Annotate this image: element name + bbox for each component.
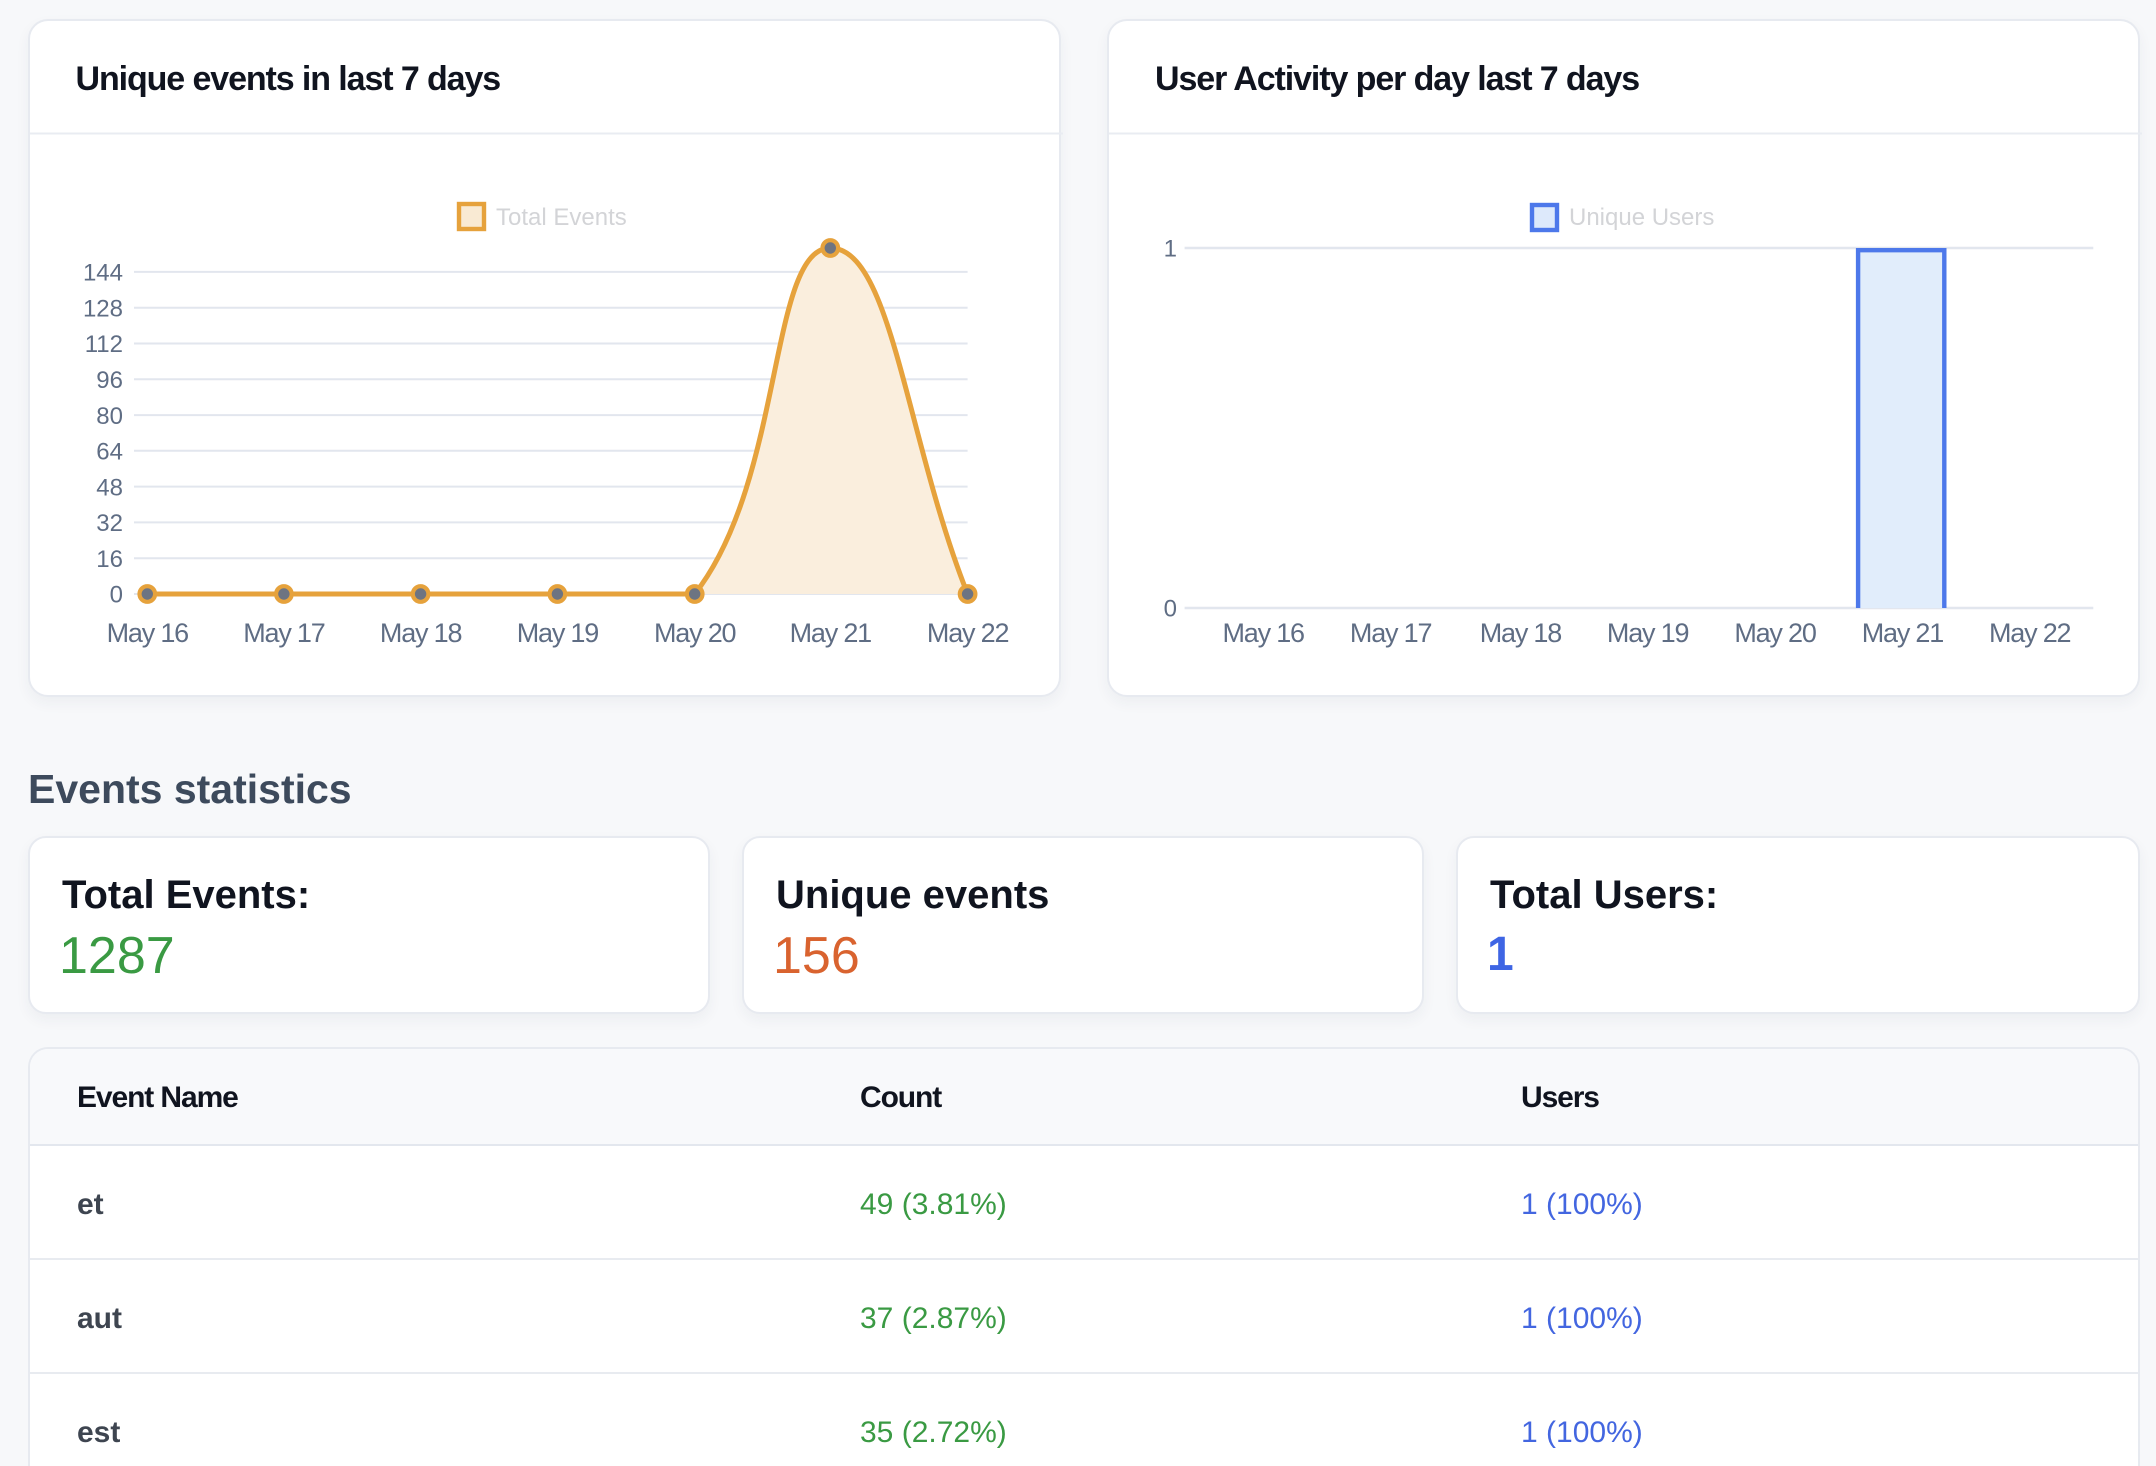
svg-text:32: 32 — [96, 510, 123, 537]
svg-text:96: 96 — [96, 367, 123, 394]
svg-text:User Activity per day last 7 d: User Activity per day last 7 days — [1155, 60, 1639, 98]
svg-text:112: 112 — [85, 331, 123, 358]
svg-text:0: 0 — [1164, 596, 1177, 623]
svg-text:May 16: May 16 — [107, 618, 189, 648]
svg-text:May 19: May 19 — [1607, 618, 1689, 648]
svg-text:May 22: May 22 — [1989, 618, 2071, 648]
svg-text:144: 144 — [83, 260, 123, 287]
svg-text:May 19: May 19 — [517, 618, 599, 648]
svg-text:64: 64 — [96, 439, 123, 466]
svg-text:May 22: May 22 — [927, 618, 1009, 648]
svg-text:1: 1 — [1164, 236, 1177, 263]
svg-text:May 17: May 17 — [1350, 618, 1432, 648]
svg-text:Unique events in last 7 days: Unique events in last 7 days — [76, 60, 501, 98]
svg-text:Total Events: Total Events — [496, 204, 627, 231]
svg-text:Unique Users: Unique Users — [1569, 204, 1714, 231]
svg-text:May 21: May 21 — [1862, 618, 1944, 648]
svg-text:May 16: May 16 — [1223, 618, 1305, 648]
svg-text:128: 128 — [83, 295, 123, 322]
svg-text:May 17: May 17 — [243, 618, 325, 648]
svg-text:16: 16 — [96, 546, 123, 573]
svg-text:May 18: May 18 — [380, 618, 462, 648]
svg-text:May 21: May 21 — [790, 618, 872, 648]
svg-text:May 18: May 18 — [1480, 618, 1562, 648]
svg-text:May 20: May 20 — [1734, 618, 1816, 648]
svg-text:48: 48 — [96, 474, 123, 501]
svg-text:0: 0 — [110, 582, 123, 609]
svg-text:May 20: May 20 — [654, 618, 736, 648]
svg-text:80: 80 — [96, 403, 123, 430]
